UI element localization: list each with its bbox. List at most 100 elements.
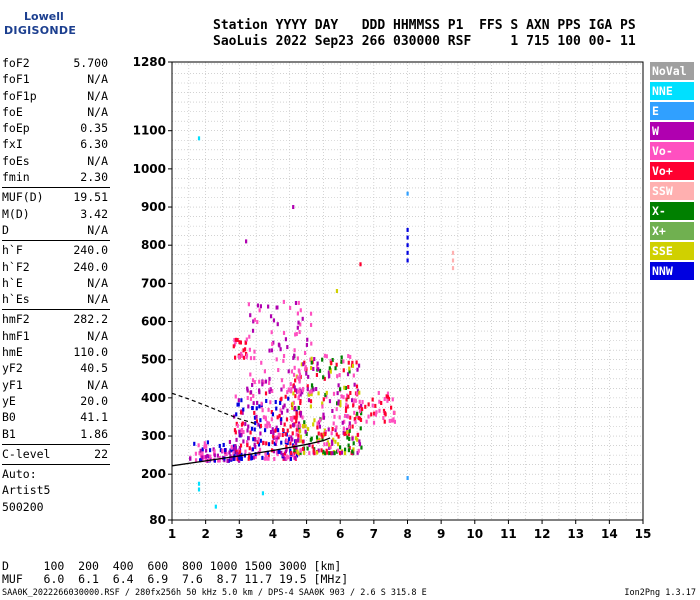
trace-point	[330, 451, 333, 456]
isolated-point	[214, 504, 217, 509]
param-name: h`Es	[2, 292, 30, 307]
trace-point	[382, 415, 385, 420]
trace-point	[297, 396, 300, 401]
trace-point	[310, 365, 313, 370]
trace-point	[337, 399, 340, 404]
x-tick-label: 10	[466, 527, 483, 541]
trace-point	[240, 351, 243, 356]
x-tick-label: 14	[601, 527, 618, 541]
trace-point	[233, 446, 236, 451]
trace-point	[250, 456, 254, 461]
trace-point	[332, 391, 336, 396]
trace-point	[233, 338, 236, 343]
trace-point	[294, 455, 297, 460]
param-value: 240.0	[73, 243, 108, 258]
trace-point	[333, 451, 336, 456]
legend-entry: W	[650, 122, 694, 140]
trace-point	[301, 423, 305, 428]
trace-point	[386, 395, 390, 400]
trace-point	[198, 451, 201, 456]
footer-muf-row: MUF 6.0 6.1 6.4 6.9 7.6 8.7 11.7 19.5 [M…	[2, 572, 349, 586]
trace-point	[267, 421, 271, 426]
isolated-point	[197, 487, 201, 492]
trace-point	[335, 362, 338, 367]
trace-point	[301, 415, 304, 420]
trace-point	[322, 412, 325, 417]
trace-point	[275, 305, 278, 310]
trace-point	[228, 439, 232, 444]
trace-point	[329, 369, 332, 374]
legend-entry: NNE	[650, 82, 694, 100]
trace-point	[232, 444, 235, 449]
trace-point	[340, 394, 343, 399]
trace-point	[298, 379, 301, 384]
trace-point	[248, 446, 251, 451]
trace-point	[259, 423, 262, 428]
param-row: foEp 0.35	[2, 121, 110, 137]
param-row: MUF(D) 19.51	[2, 190, 110, 206]
trace-point	[258, 390, 261, 395]
trace-point	[336, 391, 339, 396]
trace-point	[313, 357, 316, 362]
trace-point	[258, 308, 261, 313]
param-name: D	[2, 222, 9, 237]
trace-point	[282, 405, 285, 410]
trace-point	[280, 410, 284, 415]
trace-point	[219, 448, 222, 453]
trace-point	[203, 441, 206, 446]
trace-point	[293, 353, 296, 358]
trace-point	[267, 456, 270, 461]
trace-point	[232, 344, 235, 349]
trace-point	[347, 448, 351, 453]
param-name: foE	[2, 104, 23, 119]
trace-point	[322, 375, 325, 380]
y-tick-label: 800	[141, 238, 166, 252]
trace-point	[335, 432, 338, 437]
param-row: h`F2 240.0	[2, 260, 110, 276]
trace-point	[285, 438, 288, 443]
trace-point	[262, 415, 266, 420]
trace-point	[227, 458, 230, 463]
trace-point	[254, 437, 257, 442]
trace-point	[251, 406, 254, 411]
trace-point	[266, 420, 269, 425]
trace-point	[221, 448, 224, 453]
x-tick-label: 9	[437, 527, 445, 541]
trace-point	[285, 456, 288, 461]
trace-point	[237, 448, 240, 453]
trace-point	[312, 366, 315, 371]
trace-point	[299, 398, 302, 403]
x-tick-label: 1	[168, 527, 176, 541]
trace-point	[321, 404, 324, 409]
trace-point	[343, 451, 347, 456]
trace-point	[299, 450, 302, 455]
param-name: foF1p	[2, 88, 37, 103]
trace-point	[345, 402, 348, 407]
trace-point	[234, 446, 237, 451]
trace-point	[364, 404, 367, 409]
isolated-point	[292, 205, 295, 210]
trace-point	[248, 334, 251, 339]
trace-point	[242, 430, 245, 435]
trace-point	[351, 424, 354, 429]
trace-point	[388, 418, 391, 423]
trace-point	[199, 453, 203, 458]
trace-point	[291, 437, 294, 442]
trace-point	[321, 357, 324, 362]
trace-point	[327, 374, 331, 379]
trace-point	[307, 398, 311, 403]
trace-point	[276, 322, 279, 327]
trace-point	[269, 387, 272, 392]
trace-point	[380, 400, 383, 405]
trace-point	[253, 415, 257, 420]
trace-point	[329, 358, 332, 363]
isolated-point	[261, 491, 265, 496]
trace-point	[299, 411, 303, 416]
trace-point	[304, 367, 307, 372]
param-name: hmF2	[2, 312, 30, 327]
trace-point	[349, 354, 352, 359]
trace-point	[201, 447, 204, 452]
trace-point	[378, 399, 381, 404]
trace-point	[248, 455, 251, 460]
